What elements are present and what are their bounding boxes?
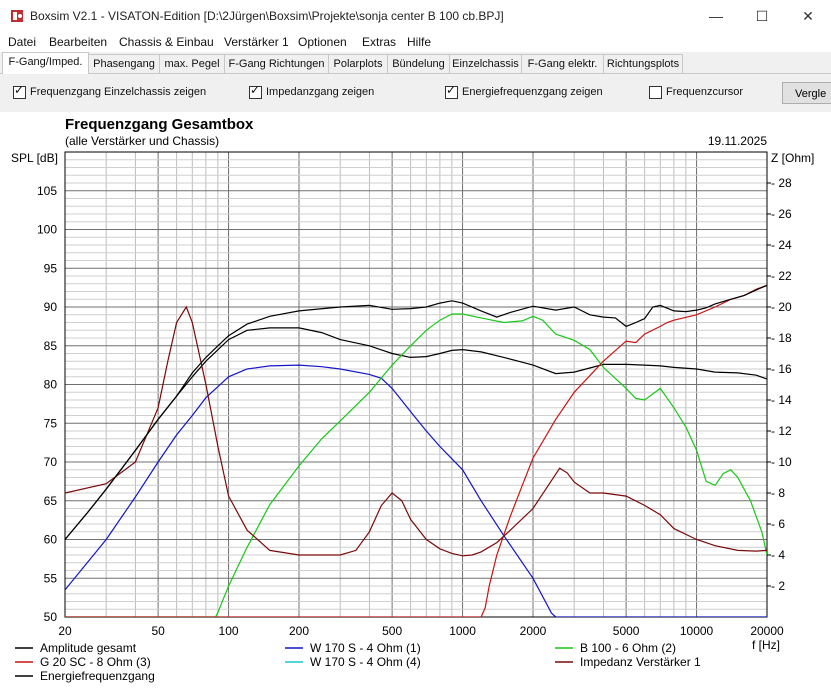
tab-f-gang-imped[interactable]: F-Gang/Imped. <box>2 52 89 74</box>
y2-tick-label: - 2 <box>771 579 785 593</box>
series-line-5 <box>65 305 767 557</box>
y-tick-label: 95 <box>44 261 58 275</box>
y2-tick-label: - 6 <box>771 517 785 531</box>
y-tick-label: 65 <box>44 494 58 508</box>
compare-button[interactable]: Vergle <box>782 82 831 104</box>
window-title: Boxsim V2.1 - VISATON-Edition [D:\2Jürge… <box>30 9 504 23</box>
checkbox-label: Energiefrequenzgang zeigen <box>462 86 603 98</box>
tab-bar: F-Gang/Imped. Phasengang max. Pegel F-Ga… <box>0 52 831 74</box>
legend-label: W 170 S - 4 Ohm (1) <box>310 641 421 655</box>
chart-subtitle: (alle Verstärker und Chassis) <box>65 134 219 148</box>
checkbox-box[interactable] <box>249 86 262 99</box>
y-tick-label: 60 <box>44 533 58 547</box>
menu-datei[interactable]: Datei <box>8 35 37 49</box>
x-axis-label: f [Hz] <box>752 638 780 652</box>
menu-bearbeiten[interactable]: Bearbeiten <box>49 35 108 49</box>
x-tick-label: 500 <box>382 624 402 638</box>
tab-polarplots[interactable]: Polarplots <box>328 54 388 73</box>
chart-title: Frequenzgang Gesamtbox <box>65 116 254 133</box>
menu-verstaerker[interactable]: Verstärker 1 <box>224 35 289 49</box>
checkbox-box[interactable] <box>649 86 662 99</box>
y2-tick-label: - 16 <box>771 362 792 376</box>
chart-date: 19.11.2025 <box>708 134 767 148</box>
y2-tick-label: - 28 <box>771 176 792 190</box>
legend-label: B 100 - 6 Ohm (2) <box>580 641 676 655</box>
legend-label: Energiefrequenzgang <box>40 669 155 683</box>
menu-extras[interactable]: Extras <box>362 35 397 49</box>
y2-tick-label: - 22 <box>771 269 792 283</box>
boxsim-app-icon <box>11 10 23 22</box>
legend-label: W 170 S - 4 Ohm (4) <box>310 655 421 669</box>
x-tick-label: 1000 <box>449 624 476 638</box>
frequency-response-chart: Frequenzgang Gesamtbox(alle Verstärker u… <box>11 116 814 683</box>
y2-tick-label: - 10 <box>771 455 792 469</box>
x-tick-label: 100 <box>219 624 239 638</box>
y2-tick-label: - 14 <box>771 393 792 407</box>
y-tick-label: 80 <box>44 378 58 392</box>
y2-tick-label: - 8 <box>771 486 785 500</box>
y-tick-label: 100 <box>37 223 57 237</box>
checkmark-icon: ✓ <box>14 83 25 97</box>
x-tick-label: 20000 <box>750 624 784 638</box>
checkmark-icon: ✓ <box>446 83 457 97</box>
y2-tick-label: - 24 <box>771 238 792 252</box>
menu-hilfe[interactable]: Hilfe <box>407 35 432 49</box>
checkmark-icon: ✓ <box>250 83 261 97</box>
tab-richtungsplots[interactable]: Richtungsplots <box>603 54 683 73</box>
tab-f-gang-richtungen[interactable]: F-Gang Richtungen <box>224 54 329 73</box>
y-tick-label: 55 <box>44 571 58 585</box>
checkbox-label: Impedanzgang zeigen <box>266 86 375 98</box>
options-bar: ✓ Frequenzgang Einzelchassis zeigen ✓ Im… <box>0 74 831 112</box>
checkbox-label: Frequenzcursor <box>666 86 744 98</box>
checkbox-label: Frequenzgang Einzelchassis zeigen <box>30 86 207 98</box>
y-tick-label: 50 <box>44 610 58 624</box>
series-line-0 <box>65 327 767 540</box>
menu-chassis-einbau[interactable]: Chassis & Einbau <box>119 35 214 49</box>
close-button[interactable]: ✕ <box>802 8 814 24</box>
series-line-6 <box>65 284 767 540</box>
y2-axis-label: Z [Ohm] <box>771 151 814 165</box>
y2-tick-label: - 20 <box>771 300 792 314</box>
legend-label: Amplitude gesamt <box>40 641 137 655</box>
x-tick-label: 200 <box>289 624 309 638</box>
legend-label: G 20 SC - 8 Ohm (3) <box>40 655 151 669</box>
y2-tick-label: - 26 <box>771 207 792 221</box>
y-tick-label: 70 <box>44 455 58 469</box>
x-tick-label: 10000 <box>680 624 714 638</box>
series-line-3 <box>65 284 767 617</box>
series-line-1 <box>65 364 767 617</box>
x-tick-label: 2000 <box>520 624 547 638</box>
y2-tick-label: - 12 <box>771 424 792 438</box>
checkbox-box[interactable] <box>13 86 26 99</box>
y-axis-label: SPL [dB] <box>11 151 58 165</box>
checkbox-box[interactable] <box>445 86 458 99</box>
y2-tick-label: - 4 <box>771 548 785 562</box>
x-tick-label: 5000 <box>613 624 640 638</box>
y-tick-label: 75 <box>44 416 58 430</box>
y2-tick-label: - 18 <box>771 331 792 345</box>
y-tick-label: 90 <box>44 300 58 314</box>
maximize-button[interactable]: ☐ <box>755 8 769 24</box>
y-tick-label: 85 <box>44 339 58 353</box>
y-tick-label: 105 <box>37 184 57 198</box>
tab-einzelchassis[interactable]: Einzelchassis <box>449 54 522 73</box>
tab-buendelung[interactable]: Bündelung <box>387 54 450 73</box>
chart-area: Frequenzgang Gesamtbox (alle Verstärker u… <box>0 112 831 689</box>
legend-label: Impedanz Verstärker 1 <box>580 655 701 669</box>
minimize-button[interactable]: — <box>709 8 723 24</box>
tab-f-gang-elektr[interactable]: F-Gang elektr. <box>521 54 604 73</box>
series-line-2 <box>65 313 767 617</box>
menu-optionen[interactable]: Optionen <box>298 35 347 49</box>
tab-max-pegel[interactable]: max. Pegel <box>159 54 225 73</box>
x-tick-label: 20 <box>58 624 72 638</box>
tab-phasengang[interactable]: Phasengang <box>88 54 160 73</box>
x-tick-label: 50 <box>151 624 165 638</box>
menu-bar: Datei Bearbeiten Chassis & Einbau Verstä… <box>0 32 831 52</box>
title-bar: Boxsim V2.1 - VISATON-Edition [D:\2Jürge… <box>0 0 831 32</box>
